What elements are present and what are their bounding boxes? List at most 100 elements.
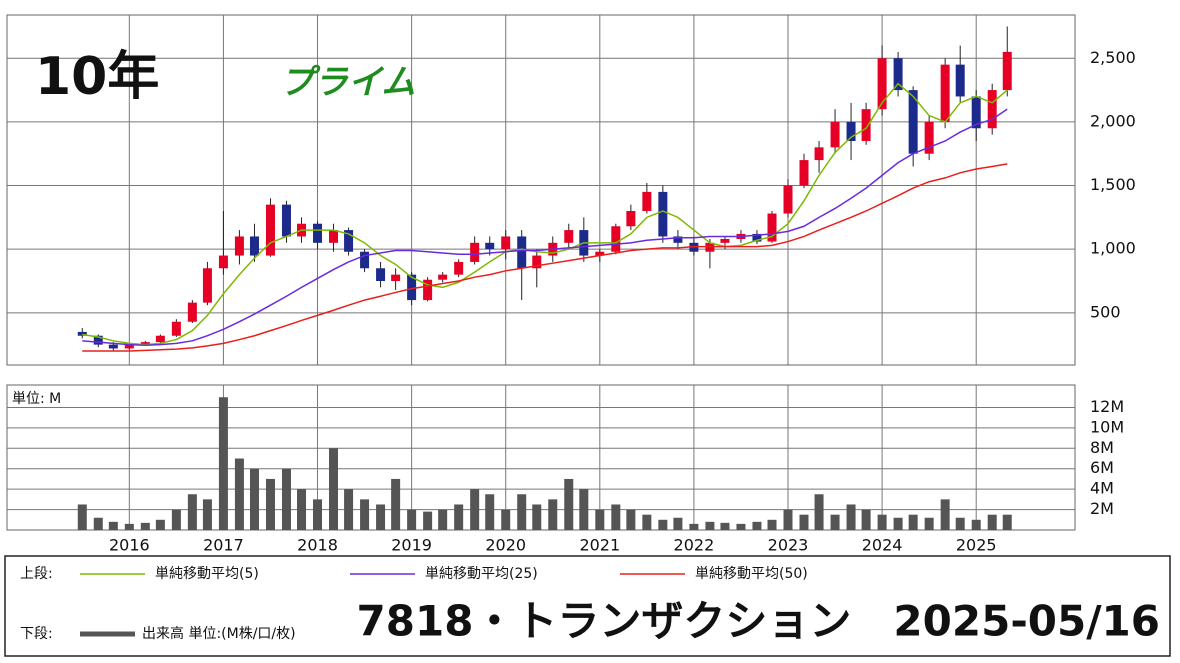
volume-tick-label: 4M [1090,479,1114,498]
volume-bar [830,514,840,530]
volume-bar [987,514,997,530]
candle-body [987,90,997,129]
candle-body [611,226,621,252]
candle-body [329,230,339,243]
x-tick-label: 2023 [768,536,809,555]
candle-body [673,236,683,243]
x-tick-label: 2018 [297,536,338,555]
volume-bar [344,489,354,530]
volume-bar [579,489,589,530]
volume-bar [1002,514,1012,530]
volume-bar [470,489,480,530]
volume-bar [265,478,275,530]
candle-body [140,342,150,345]
volume-bar [846,504,856,530]
volume-bar [673,517,683,530]
chart-title: 7818・トランザクション 2025-05/16 [357,597,1160,646]
volume-bar [971,519,981,530]
volume-bar [187,494,197,530]
legend-label: 単純移動平均(5) [155,566,259,582]
volume-tick-label: 6M [1090,458,1114,477]
market-label: プライム [280,63,415,103]
volume-bar [705,521,715,530]
volume-bar [423,511,433,530]
volume-bar [454,504,464,530]
volume-bar [720,522,730,530]
y-tick-label: 2,000 [1090,111,1136,130]
candle-body [971,96,981,129]
volume-bar [940,499,950,530]
candle-body [720,239,730,243]
candle-body [908,90,918,154]
volume-unit: 単位: M [12,391,61,407]
volume-bar [532,504,542,530]
volume-bar [564,478,574,530]
candle-body [423,279,433,301]
moving-average-line [82,163,1008,352]
candle-body [595,251,605,256]
volume-bar [924,517,934,530]
candle-body [218,255,228,269]
x-tick-label: 2022 [674,536,715,555]
volume-bar [234,458,244,530]
lower-label: 下段: [20,626,53,642]
volume-bar [218,397,228,530]
candle-body [202,268,212,303]
volume-bar [595,509,605,530]
volume-bar [202,499,212,530]
volume-bar [814,494,824,530]
candle-body [893,58,903,91]
volume-bar [752,521,762,530]
candle-body [501,236,511,250]
candle-body [376,268,386,281]
volume-bar [313,499,323,530]
volume-tick-label: 2M [1090,499,1114,518]
volume-bar [736,523,746,530]
volume-bar [124,523,134,530]
volume-bar [501,509,511,530]
volume-bar [297,489,307,530]
candle-body [344,230,354,252]
candle-body [799,160,809,186]
x-tick-label: 2017 [203,536,244,555]
volume-bar [767,519,777,530]
volume-bar [485,494,495,530]
y-tick-label: 1,000 [1090,239,1136,258]
volume-bar [438,509,448,530]
volume-bar [155,519,165,530]
candle-body [767,213,777,242]
y-tick-label: 2,500 [1090,48,1136,67]
x-tick-label: 2024 [862,536,903,555]
candle-body [783,185,793,214]
volume-bar [93,517,103,530]
candle-body [155,335,165,343]
candle-body [77,331,87,336]
x-tick-label: 2021 [579,536,620,555]
candle-body [249,236,259,256]
candle-body [265,204,275,256]
moving-average-line [82,108,1008,347]
volume-bar [249,468,259,530]
volume-bar [877,514,887,530]
y-tick-label: 500 [1090,302,1121,321]
candle-body [313,223,323,243]
candle-body [108,344,118,349]
volume-bar [376,504,386,530]
candle-body [1002,51,1012,91]
volume-bar [783,509,793,530]
volume-bar [799,514,809,530]
legend-label: 単純移動平均(25) [425,566,538,582]
volume-bar [108,521,118,530]
x-tick-label: 2020 [485,536,526,555]
volume-bar [391,478,401,530]
period-label: 10年 [35,47,159,107]
volume-bar [908,514,918,530]
candle-body [924,121,934,154]
volume-bar [611,504,621,530]
candle-body [171,321,181,336]
candle-body [360,251,370,269]
candle-body [564,230,574,243]
candle-body [814,147,824,161]
volume-bar [140,522,150,530]
upper-label: 上段: [20,566,53,582]
